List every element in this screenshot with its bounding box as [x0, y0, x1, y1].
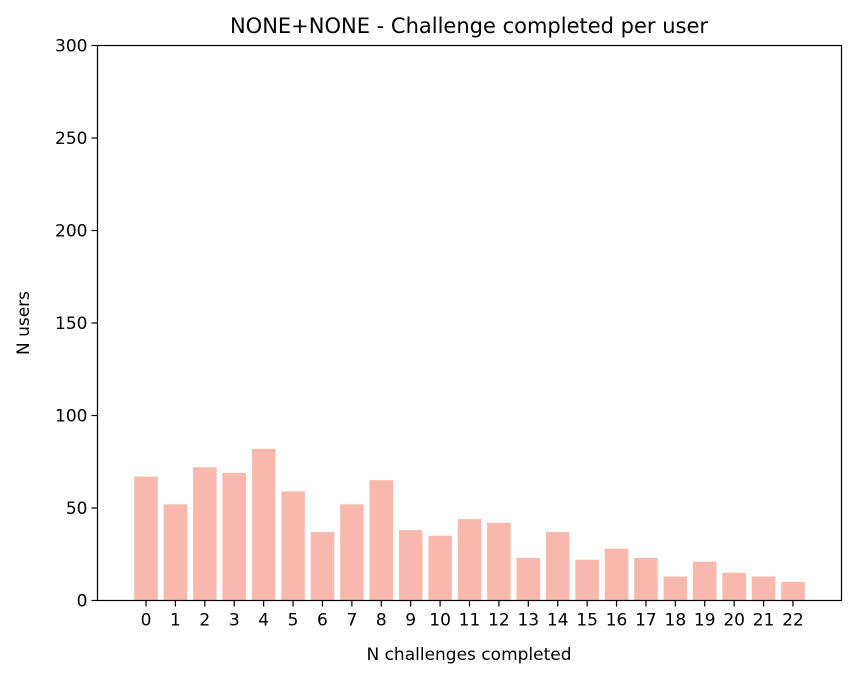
x-tick-label: 22 [782, 611, 804, 631]
x-tick-label: 4 [258, 611, 269, 631]
bar-2 [193, 467, 217, 601]
bar-14 [545, 532, 570, 601]
bar-18 [663, 576, 688, 601]
x-tick-label: 19 [694, 611, 716, 631]
bar-12 [487, 522, 511, 601]
bar-8 [369, 480, 394, 601]
y-axis-ticks: 0 50 100 150 200 250 300 [55, 37, 98, 612]
y-tick-label: 100 [55, 407, 87, 427]
bar-16 [604, 548, 629, 601]
bar-9 [398, 530, 423, 601]
bar-0 [134, 476, 158, 601]
plot-frame [96, 44, 843, 602]
x-tick-label: 2 [199, 611, 210, 631]
x-tick-label: 11 [459, 611, 481, 631]
bar-21 [751, 576, 776, 601]
x-axis-ticks: 0 1 2 3 4 5 6 7 8 9 10 11 12 13 14 15 16 17 18 19 20 21 22 [141, 600, 804, 631]
x-tick-label: 16 [606, 611, 628, 631]
x-tick-label: 8 [376, 611, 387, 631]
x-tick-label: 21 [753, 611, 775, 631]
bar-7 [340, 504, 364, 601]
bar-6 [310, 532, 335, 601]
x-tick-label: 17 [635, 611, 657, 631]
y-tick-label: 200 [55, 222, 87, 242]
x-tick-label: 20 [723, 611, 745, 631]
bar-10 [428, 535, 452, 601]
y-tick-label: 250 [55, 129, 87, 149]
x-tick-label: 6 [317, 611, 328, 631]
bar-22 [781, 582, 805, 601]
x-tick-label: 18 [665, 611, 687, 631]
bar-4 [251, 448, 276, 601]
bar-20 [722, 572, 746, 601]
x-tick-label: 10 [429, 611, 451, 631]
x-tick-label: 9 [405, 611, 416, 631]
bar-5 [281, 491, 305, 601]
bar-3 [222, 472, 247, 601]
x-tick-label: 0 [141, 611, 152, 631]
x-tick-label: 3 [229, 611, 240, 631]
x-tick-label: 12 [488, 611, 510, 631]
x-tick-label: 15 [576, 611, 598, 631]
bar-19 [692, 561, 717, 601]
bar-17 [634, 557, 658, 601]
x-axis-label: N challenges completed [366, 645, 571, 665]
x-tick-label: 13 [517, 611, 539, 631]
bar-1 [163, 504, 188, 601]
y-tick-label: 0 [77, 592, 88, 612]
x-tick-label: 14 [547, 611, 569, 631]
bar-15 [575, 559, 599, 601]
y-axis-label: N users [14, 291, 34, 355]
bar-11 [457, 519, 482, 601]
x-tick-label: 1 [170, 611, 181, 631]
y-tick-label: 150 [55, 314, 87, 334]
bars-group [134, 448, 805, 601]
x-tick-label: 5 [288, 611, 299, 631]
chart-title: NONE+NONE - Challenge completed per user [230, 14, 708, 38]
bar-13 [516, 557, 541, 601]
x-tick-label: 7 [346, 611, 357, 631]
y-tick-label: 300 [55, 37, 87, 57]
y-tick-label: 50 [66, 499, 88, 519]
